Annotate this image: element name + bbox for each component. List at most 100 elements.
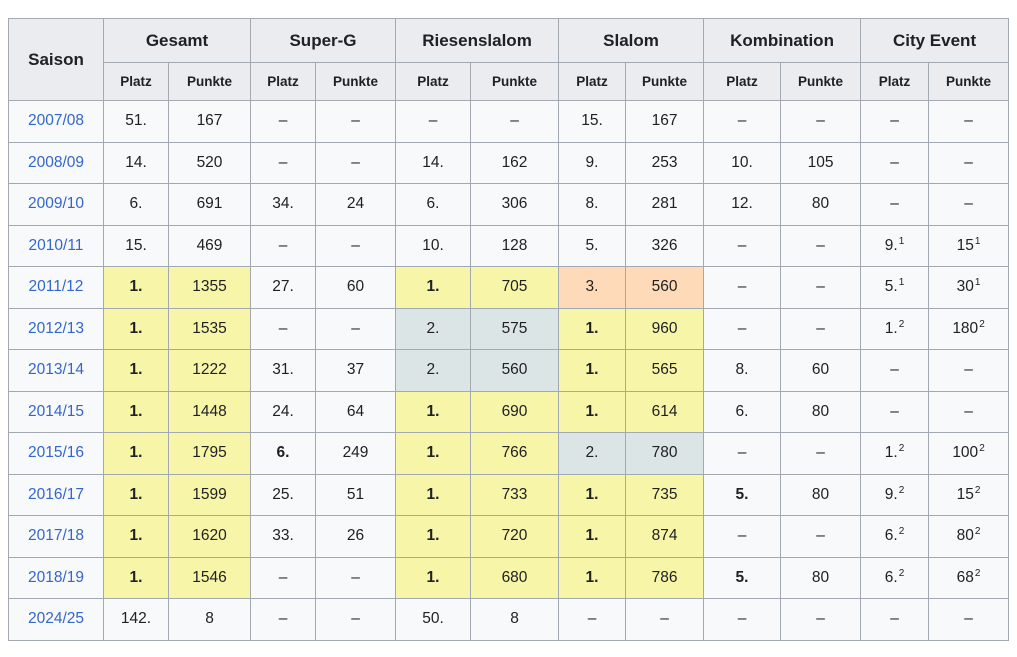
footnote-marker: 2 [979, 318, 985, 330]
result-value: – [816, 278, 825, 296]
result-value: 37 [346, 361, 365, 379]
result-value: 1. [585, 319, 599, 337]
result-value: 167 [651, 112, 678, 130]
result-value: – [816, 527, 825, 545]
result-cell: 8 [469, 598, 560, 641]
result-cell: 1802 [928, 307, 1010, 350]
result-value: – [890, 402, 899, 420]
season-link[interactable]: 2010/11 [28, 236, 84, 254]
result-value: 9. [884, 485, 898, 503]
result-cell: 960 [625, 307, 705, 350]
result-cell: – [250, 307, 316, 350]
result-value: – [816, 112, 825, 130]
result-cell: 1. [103, 556, 169, 599]
result-value: 1. [585, 361, 599, 379]
season-link[interactable]: 2017/18 [27, 527, 85, 545]
result-cell: 2. [395, 307, 471, 350]
table-header: Saison Gesamt Super-G Riesenslalom Slalo… [8, 18, 1010, 101]
result-value: – [351, 112, 360, 130]
result-value: 575 [501, 319, 528, 337]
result-cell: 1. [558, 556, 627, 599]
result-cell: 1. [395, 473, 471, 516]
result-cell: – [250, 598, 316, 641]
result-cell: 1. [103, 515, 169, 558]
result-value: 690 [501, 402, 528, 420]
result-value: 560 [501, 361, 528, 379]
result-value: 1. [426, 402, 440, 420]
result-value: 306 [501, 195, 528, 213]
season-cell: 2015/16 [8, 432, 104, 475]
result-value: 6. [884, 527, 898, 545]
result-cell: – [928, 100, 1010, 143]
result-cell: 1.2 [860, 307, 930, 350]
season-cell: 2008/09 [8, 141, 104, 184]
table-row: 2009/10 6. 691 34. 24 6. 306 8. 281 12. 80 – – [8, 183, 1010, 226]
season-link[interactable]: 2009/10 [27, 195, 85, 213]
result-value: 560 [651, 278, 678, 296]
season-link[interactable]: 2013/14 [27, 361, 85, 379]
result-value: 142. [120, 610, 152, 628]
subheader-platz: Platz [395, 62, 471, 101]
result-cell: – [780, 266, 862, 309]
result-cell: – [860, 100, 930, 143]
result-cell: 1. [103, 349, 169, 392]
result-cell: 1. [558, 515, 627, 558]
footnote-marker: 2 [974, 484, 981, 496]
result-cell: 167 [168, 100, 251, 143]
result-cell: 25. [250, 473, 316, 516]
result-cell: 15. [103, 224, 169, 267]
result-cell: 64 [315, 390, 396, 433]
result-cell: – [250, 100, 316, 143]
result-value: – [351, 236, 360, 254]
results-tbody: 2007/08 51. 167– – – –15. 167– – – –2008/09 14. 520… [8, 100, 1010, 641]
result-cell: 24 [315, 183, 396, 226]
season-cell: 2009/10 [8, 183, 104, 226]
result-cell: 9.1 [860, 224, 930, 267]
result-cell: 1. [103, 432, 169, 475]
result-value: – [660, 610, 669, 628]
season-link[interactable]: 2024/25 [27, 610, 85, 628]
season-link[interactable]: 2012/13 [27, 319, 85, 337]
season-link[interactable]: 2016/17 [27, 485, 85, 503]
footnote-marker: 2 [898, 484, 905, 496]
result-cell: 27. [250, 266, 316, 309]
result-cell: 9. [558, 141, 627, 184]
result-cell: – [928, 390, 1010, 433]
result-cell: 6. [103, 183, 169, 226]
result-cell: 874 [625, 515, 705, 558]
result-value: 1546 [192, 568, 227, 586]
footnote-marker: 1 [974, 277, 981, 289]
result-cell: 1. [558, 473, 627, 516]
result-cell: 720 [469, 515, 560, 558]
result-value: 1. [129, 319, 143, 337]
result-cell: 1. [103, 473, 169, 516]
season-link[interactable]: 2008/09 [27, 153, 85, 171]
result-cell: 8. [703, 349, 782, 392]
result-value: 33. [272, 527, 294, 545]
season-link[interactable]: 2018/19 [27, 568, 85, 586]
result-value: – [964, 610, 973, 628]
result-cell: 5. [703, 473, 782, 516]
result-value: 1. [426, 444, 440, 462]
header-gesamt: Gesamt [103, 18, 251, 63]
result-value: – [816, 236, 825, 254]
result-cell: 1. [558, 390, 627, 433]
season-link[interactable]: 2014/15 [27, 402, 85, 420]
season-cell: 2011/12 [8, 266, 104, 309]
result-cell: – [250, 141, 316, 184]
result-cell: – [928, 349, 1010, 392]
result-cell: 766 [469, 432, 560, 475]
result-value: – [816, 610, 825, 628]
result-value: 1. [129, 278, 143, 296]
season-cell: 2016/17 [8, 473, 104, 516]
result-cell: – [780, 432, 862, 475]
season-link[interactable]: 2007/08 [27, 112, 85, 130]
season-link[interactable]: 2015/16 [27, 444, 85, 462]
subheader-platz: Platz [860, 62, 930, 101]
season-link[interactable]: 2011/12 [28, 278, 84, 296]
result-value: – [428, 112, 438, 130]
result-cell: – [928, 183, 1010, 226]
result-value: – [737, 610, 747, 628]
table-row: 2013/14 1. 1222 31. 37 2. 560 1. 565 8. 60 – – [8, 349, 1010, 392]
result-cell: 614 [625, 390, 705, 433]
